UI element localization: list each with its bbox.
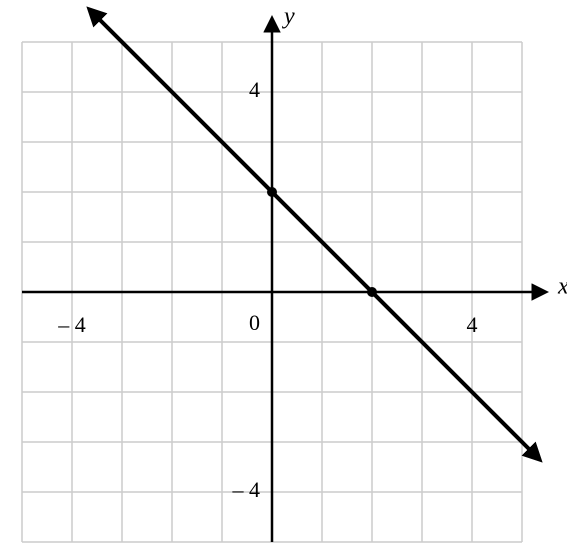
origin-label: 0 <box>249 310 260 335</box>
line-chart: { "chart": { "type": "line", "width": 56… <box>0 0 567 548</box>
plot <box>92 12 537 457</box>
x-axis-label: x <box>557 274 567 300</box>
y-tick-label: 4 <box>249 77 260 102</box>
data-point <box>267 187 277 197</box>
axes <box>22 22 542 542</box>
plotted-line <box>92 12 537 457</box>
x-tick-label: – 4 <box>57 312 86 337</box>
y-axis-label: y <box>282 4 295 30</box>
data-point <box>367 287 377 297</box>
x-tick-label: 4 <box>467 312 478 337</box>
y-tick-label: – 4 <box>232 477 261 502</box>
chart-svg: – 4 4 – 4 4 0 x y <box>0 0 567 548</box>
labels: – 4 4 – 4 4 0 x y <box>57 4 567 503</box>
